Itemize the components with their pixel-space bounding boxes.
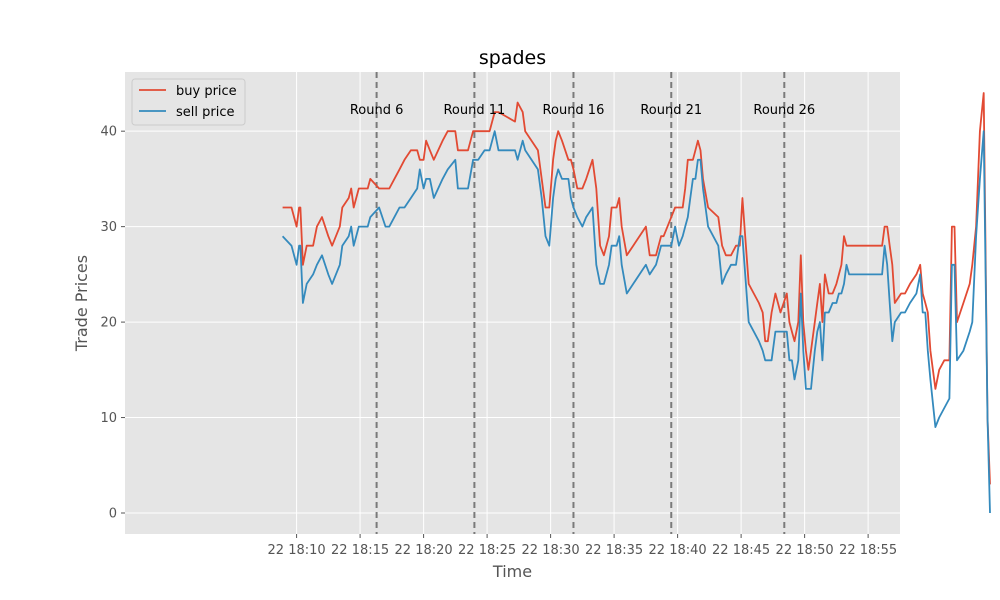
y-tick-label: 20: [100, 316, 117, 331]
x-axis-ticks: 22 18:10 22 18:15 22 18:20 22 18:25 22 18:30…: [268, 534, 897, 558]
x-tick-label: 22 18:55: [839, 543, 897, 558]
x-tick-label: 22 18:50: [776, 543, 834, 558]
series-layer: [281, 92, 991, 514]
legend: buy price sell price: [131, 78, 246, 126]
legend-label-sell: sell price: [176, 105, 234, 120]
round-label: Round 21: [640, 103, 702, 118]
x-tick-label: 22 18:15: [331, 543, 389, 558]
y-axis-ticks: 0 10 20 30 40: [100, 125, 125, 522]
x-tick-label: 22 18:30: [522, 543, 580, 558]
y-tick-label: 40: [100, 125, 117, 140]
round-label: Round 26: [753, 103, 815, 118]
x-tick-label: 22 18:40: [649, 543, 707, 558]
series-line-buy: [282, 92, 991, 485]
plot-background: [125, 72, 900, 534]
series-line-sell: [281, 130, 991, 514]
y-axis-label: Trade Prices: [72, 255, 91, 352]
legend-label-buy: buy price: [176, 84, 237, 99]
round-label: Round 11: [443, 103, 505, 118]
chart-title: spades: [479, 47, 546, 69]
x-tick-label: 22 18:25: [458, 543, 516, 558]
round-labels: Round 6 Round 11 Round 16 Round 21 Round 26: [350, 103, 815, 118]
y-tick-label: 30: [100, 220, 117, 235]
grid: [125, 72, 900, 534]
round-label: Round 6: [350, 103, 404, 118]
x-tick-label: 22 18:35: [585, 543, 643, 558]
x-tick-label: 22 18:20: [395, 543, 453, 558]
x-tick-label: 22 18:45: [712, 543, 770, 558]
round-label: Round 16: [543, 103, 605, 118]
x-axis-label: Time: [492, 562, 532, 581]
x-tick-label: 22 18:10: [268, 543, 326, 558]
y-tick-label: 0: [109, 507, 117, 522]
y-tick-label: 10: [100, 411, 117, 426]
